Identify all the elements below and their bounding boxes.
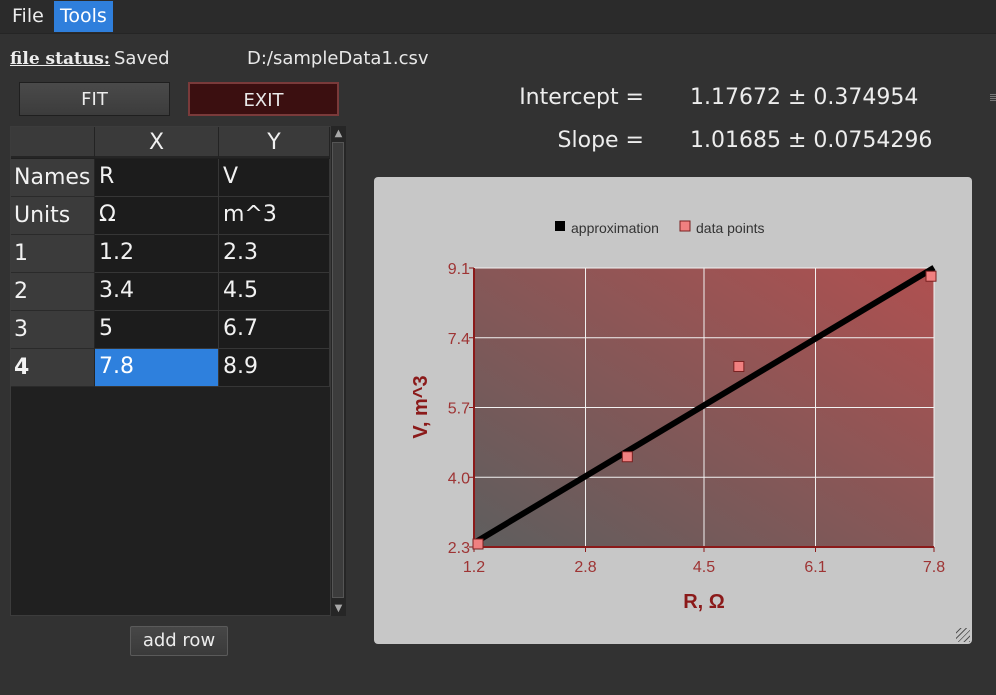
- data-point: [925, 270, 937, 282]
- data-point: [733, 360, 745, 372]
- chart-panel: approximation data points 1.2 2.8 4.5 6.1 7.…: [374, 177, 972, 644]
- y-tick-label: 9.1: [448, 261, 470, 278]
- column-header-x[interactable]: X: [95, 127, 219, 158]
- row-header-1[interactable]: 1: [11, 235, 95, 273]
- cell-3-x[interactable]: 5: [95, 311, 219, 349]
- cell-3-y[interactable]: 6.7: [219, 311, 330, 349]
- x-tick-label: 1.2: [463, 559, 485, 576]
- cell-1-y[interactable]: 2.3: [219, 235, 330, 273]
- x-tick-label: 6.1: [804, 559, 826, 576]
- row-header-2[interactable]: 2: [11, 273, 95, 311]
- column-header-y[interactable]: Y: [219, 127, 330, 158]
- data-point: [472, 538, 484, 550]
- panel-grip-icon: [990, 94, 996, 102]
- scroll-down-arrow-icon[interactable]: ▼: [334, 603, 343, 614]
- intercept-label: Intercept =: [519, 85, 644, 110]
- row-header-4[interactable]: 4: [11, 349, 95, 387]
- cell-names-y[interactable]: V: [219, 159, 330, 197]
- y-tick-label: 4.0: [448, 470, 470, 487]
- exit-button[interactable]: EXIT: [188, 82, 339, 116]
- data-table: X Y Names R V Units Ω m^3 1 1.2 2.3 2 3.…: [10, 126, 344, 616]
- y-axis-label: V, m^3: [410, 375, 432, 438]
- cell-units-y[interactable]: m^3: [219, 197, 330, 235]
- row-header-units[interactable]: Units: [11, 197, 95, 235]
- file-status-value: Saved: [114, 48, 170, 69]
- cell-2-x[interactable]: 3.4: [95, 273, 219, 311]
- row-header-3[interactable]: 3: [11, 311, 95, 349]
- slope-value: 1.01685 ± 0.0754296: [690, 128, 933, 153]
- cell-units-x[interactable]: Ω: [95, 197, 219, 235]
- table-corner: [11, 127, 95, 158]
- legend-approximation-swatch: [555, 221, 565, 231]
- row-header-names[interactable]: Names: [11, 159, 95, 197]
- table-scrollbar[interactable]: ▲ ▼: [330, 126, 346, 616]
- intercept-value: 1.17672 ± 0.374954: [690, 85, 919, 110]
- approximation-line: [472, 265, 936, 546]
- resize-grip-icon[interactable]: [956, 628, 970, 642]
- menu-bar: File Tools: [0, 0, 996, 34]
- menu-tools[interactable]: Tools: [54, 1, 113, 32]
- scroll-thumb[interactable]: [332, 142, 344, 598]
- cell-2-y[interactable]: 4.5: [219, 273, 330, 311]
- scroll-up-arrow-icon[interactable]: ▲: [334, 128, 343, 139]
- axis-ticks: 1.2 2.8 4.5 6.1 7.8 2.3 4.0 5.7 7.4 9.1: [448, 261, 945, 576]
- x-tick-label: 2.8: [574, 559, 596, 576]
- fit-chart: approximation data points 1.2 2.8 4.5 6.1 7.…: [410, 220, 945, 613]
- menu-file[interactable]: File: [12, 5, 44, 27]
- add-row-button[interactable]: add row: [130, 626, 228, 656]
- legend-data-points-swatch: [679, 220, 691, 232]
- data-points: [472, 270, 937, 550]
- fit-button[interactable]: FIT: [19, 82, 170, 116]
- x-tick-label: 7.8: [923, 559, 945, 576]
- y-tick-label: 7.4: [448, 331, 470, 348]
- y-tick-label: 2.3: [448, 540, 470, 557]
- y-tick-label: 5.7: [448, 401, 470, 418]
- x-tick-label: 4.5: [693, 559, 715, 576]
- file-path: D:/sampleData1.csv: [247, 48, 429, 69]
- approximation-line-segment: [472, 265, 936, 546]
- legend-approximation-label: approximation: [571, 220, 659, 236]
- slope-label: Slope =: [557, 128, 644, 153]
- cell-4-x[interactable]: 7.8: [95, 349, 219, 387]
- legend-data-points-label: data points: [696, 220, 765, 236]
- cell-1-x[interactable]: 1.2: [95, 235, 219, 273]
- file-status-label: file status:: [10, 49, 111, 69]
- cell-names-x[interactable]: R: [95, 159, 219, 197]
- x-axis-label: R, Ω: [683, 591, 725, 613]
- data-point: [621, 451, 633, 463]
- cell-4-y[interactable]: 8.9: [219, 349, 330, 387]
